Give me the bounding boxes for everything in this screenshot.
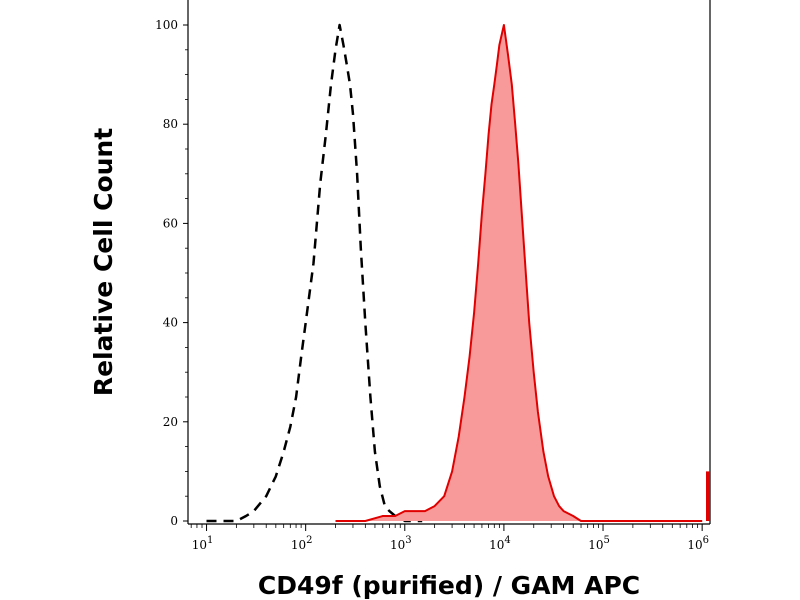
x-tick-label: 103 (390, 535, 412, 552)
x-tick-label: 102 (291, 535, 313, 552)
series-line-1 (335, 24, 703, 522)
y-tick-label: 20 (163, 415, 178, 429)
x-tick-label: 105 (588, 535, 610, 552)
series-line-0 (206, 23, 423, 523)
plot-frame (187, 0, 711, 525)
y-tick-label: 60 (163, 216, 178, 230)
edge-bar-0 (706, 471, 710, 521)
x-axis-ticks: 101 102 103 104 105 106 (190, 524, 709, 552)
y-axis-ticks: 0 20 40 60 80 100 (155, 18, 188, 528)
x-axis-title: CD49f (purified) / GAM APC (258, 571, 640, 600)
x-tick-label: 101 (192, 535, 214, 552)
y-tick-label: 80 (163, 117, 178, 131)
series-area-1 (335, 25, 703, 521)
series-layer (206, 23, 710, 523)
y-tick-label: 0 (170, 514, 178, 528)
y-tick-label: 40 (163, 316, 178, 330)
x-tick-label: 104 (489, 535, 511, 552)
y-axis-title: Relative Cell Count (89, 128, 118, 396)
x-tick-label: 106 (687, 535, 709, 552)
y-tick-label: 100 (155, 18, 178, 32)
